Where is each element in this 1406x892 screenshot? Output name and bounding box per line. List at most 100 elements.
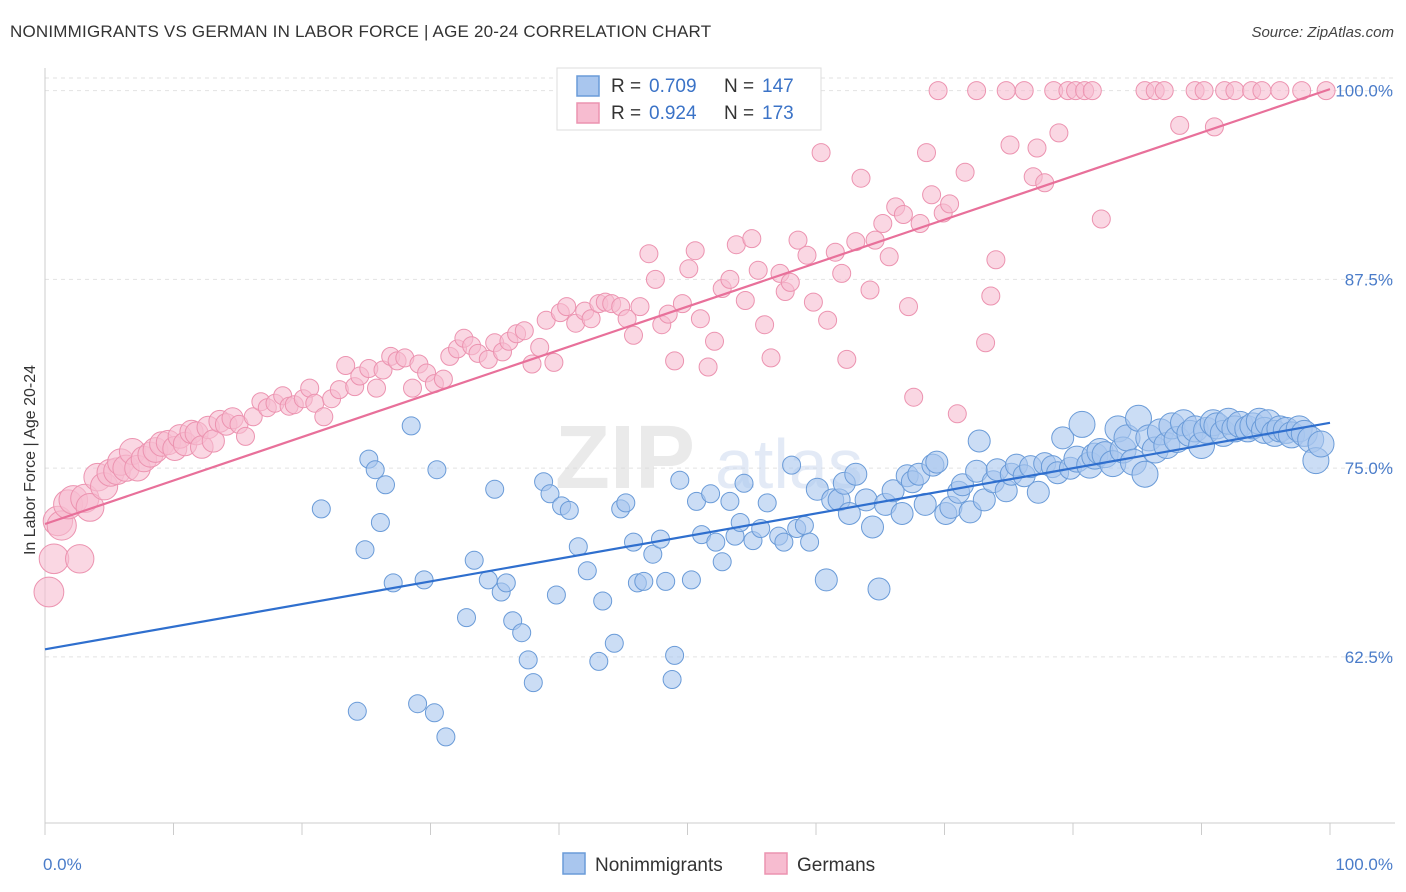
- germans-point-98: [698, 357, 718, 377]
- germans-point-136: [955, 162, 975, 182]
- germans-point-103: [735, 291, 755, 310]
- nonimmigrants-point-98: [1026, 480, 1050, 504]
- germans-point-104: [742, 229, 762, 249]
- nonimmigrants-point-73: [867, 577, 891, 601]
- germans-point-94: [672, 294, 692, 314]
- nonimmigrants-point-29: [568, 537, 588, 557]
- bottom-legend-germans: Germans: [797, 855, 875, 876]
- nonimmigrants-point-50: [712, 552, 732, 572]
- legend-swatch-germans: [576, 102, 600, 124]
- germans-point-140: [986, 250, 1006, 270]
- nonimmigrants-point-80: [913, 492, 937, 516]
- nonimmigrants-point-57: [757, 493, 777, 513]
- nonimmigrants-point-23: [523, 673, 543, 693]
- germans-point-57: [403, 378, 422, 398]
- germans-point-153: [1091, 209, 1111, 229]
- nonimmigrants-point-49: [706, 532, 726, 552]
- nonimmigrants-point-59: [774, 532, 794, 552]
- watermark-zip: ZIP: [555, 408, 695, 508]
- nonimmigrants-point-48: [701, 484, 721, 504]
- nonimmigrants-point-5: [370, 513, 390, 532]
- germans-point-120: [851, 168, 871, 188]
- germans-point-78: [557, 297, 577, 317]
- nonimmigrants-point-76: [890, 502, 914, 525]
- germans-point-145: [1027, 138, 1047, 158]
- germans-point-164: [1252, 81, 1272, 101]
- nonimmigrants-point-39: [643, 544, 663, 564]
- germans-point-107: [761, 348, 781, 368]
- nonimmigrants-point-51: [720, 491, 740, 511]
- germans-point-126: [893, 205, 913, 224]
- germans-point-138: [976, 333, 996, 353]
- nonimmigrants-point-33: [604, 633, 624, 653]
- germans-point-137: [967, 81, 987, 101]
- germans-point-127: [899, 297, 918, 317]
- nonimmigrants-point-38: [634, 571, 654, 591]
- nonimmigrants-point-8: [401, 416, 421, 436]
- germans-point-115: [818, 310, 838, 330]
- germans-point-139: [981, 286, 1001, 306]
- germans-point-128: [904, 387, 924, 407]
- germans-point-143: [1014, 81, 1034, 101]
- nonimmigrants-point-41: [656, 571, 676, 591]
- nonimmigrants-point-35: [616, 493, 636, 513]
- nonimmigrants-point-14: [457, 608, 476, 628]
- germans-point-148: [1049, 123, 1069, 143]
- nonimmigrants-point-6: [376, 475, 395, 495]
- nonimmigrants-point-1: [347, 701, 367, 721]
- nonimmigrants-point-43: [662, 670, 682, 689]
- germans-point-162: [1225, 81, 1245, 101]
- nonimmigrants-point-30: [577, 561, 597, 581]
- nonimmigrants-point-17: [485, 479, 505, 499]
- germans-point-110: [780, 272, 800, 292]
- germans-point-159: [1194, 81, 1214, 101]
- germans-point-118: [837, 349, 857, 369]
- nonimmigrants-point-75: [881, 479, 905, 503]
- nonimmigrants-point-26: [546, 585, 566, 605]
- germans-point-105: [748, 260, 768, 280]
- nonimmigrants-point-82: [925, 450, 949, 474]
- nonimmigrants-point-42: [665, 645, 685, 665]
- germans-point-89: [639, 244, 659, 264]
- nonimmigrants-point-28: [559, 500, 579, 520]
- nonimmigrants-point-45: [681, 570, 701, 590]
- nonimmigrants-point-25: [540, 484, 560, 504]
- legend-n-value-germans: 173: [762, 103, 794, 124]
- germans-point-112: [797, 245, 817, 265]
- nonimmigrants-point-31: [589, 651, 609, 671]
- nonimmigrants-point-63: [800, 532, 820, 552]
- top-legend: R = 0.709 N = 147 R = 0.924 N = 173: [556, 67, 822, 131]
- nonimmigrants-point-44: [670, 470, 690, 490]
- nonimmigrants-point-90: [972, 488, 996, 512]
- germans-point-0: [33, 576, 65, 608]
- tick-labels: 62.5% 75.0% 87.5% 100.0% 0.0% 100.0%: [43, 82, 1393, 874]
- nonimmigrants-point-54: [734, 473, 754, 493]
- nonimmigrants-point-116: [1131, 460, 1159, 488]
- source-label: Source: ZipAtlas.com: [1251, 24, 1394, 41]
- germans-point-95: [679, 259, 699, 279]
- germans-point-113: [803, 292, 823, 312]
- nonimmigrants-point-62: [794, 516, 814, 535]
- nonimmigrants-points: [311, 404, 1335, 747]
- germans-point-130: [917, 143, 936, 163]
- nonimmigrants-point-89: [967, 429, 991, 453]
- germans-point-6: [65, 544, 95, 574]
- nonimmigrants-point-2: [355, 540, 375, 560]
- germans-point-129: [910, 214, 930, 233]
- nonimmigrants-point-13: [436, 727, 456, 747]
- germans-point-90: [645, 269, 665, 289]
- germans-point-8: [75, 493, 105, 522]
- germans-point-34: [236, 426, 255, 446]
- germans-point-88: [630, 297, 650, 317]
- nonimmigrants-point-71: [854, 488, 878, 512]
- nonimmigrants-point-21: [512, 623, 532, 643]
- nonimmigrants-point-102: [1051, 426, 1075, 450]
- germans-point-124: [879, 247, 899, 267]
- germans-point-73: [522, 354, 542, 374]
- y-tick-label-0: 62.5%: [1345, 648, 1393, 667]
- germans-point-116: [825, 242, 845, 262]
- nonimmigrants-point-12: [427, 460, 447, 480]
- germans-point-160: [1204, 117, 1224, 137]
- germans-point-61: [433, 369, 453, 389]
